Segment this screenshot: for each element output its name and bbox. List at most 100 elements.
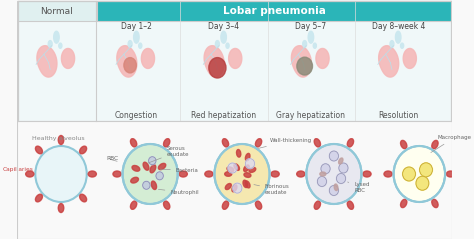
- Ellipse shape: [225, 172, 232, 176]
- Ellipse shape: [432, 199, 438, 208]
- Text: Healthy alveolus: Healthy alveolus: [32, 136, 84, 141]
- Ellipse shape: [222, 139, 228, 147]
- Ellipse shape: [303, 41, 307, 47]
- FancyBboxPatch shape: [18, 1, 451, 121]
- Ellipse shape: [255, 201, 262, 209]
- Ellipse shape: [26, 171, 34, 177]
- Circle shape: [156, 172, 164, 180]
- Circle shape: [233, 183, 242, 193]
- Circle shape: [246, 159, 255, 169]
- Ellipse shape: [432, 140, 438, 149]
- Ellipse shape: [297, 171, 305, 177]
- Ellipse shape: [313, 43, 316, 48]
- Ellipse shape: [80, 146, 87, 154]
- Text: Bacteria: Bacteria: [160, 168, 199, 173]
- Circle shape: [329, 151, 338, 161]
- Ellipse shape: [59, 43, 62, 48]
- Ellipse shape: [395, 31, 401, 43]
- Text: Neutrophil: Neutrophil: [158, 189, 199, 195]
- Polygon shape: [141, 49, 155, 68]
- Ellipse shape: [134, 31, 139, 43]
- Ellipse shape: [221, 31, 227, 43]
- Ellipse shape: [401, 140, 407, 149]
- Ellipse shape: [143, 162, 149, 170]
- Ellipse shape: [390, 41, 394, 47]
- Text: Fibrinous
exudate: Fibrinous exudate: [254, 184, 290, 195]
- Text: Macrophage: Macrophage: [431, 135, 472, 152]
- Ellipse shape: [243, 180, 247, 188]
- Text: Congestion: Congestion: [115, 110, 158, 120]
- Ellipse shape: [128, 41, 132, 47]
- Ellipse shape: [209, 58, 226, 78]
- Ellipse shape: [363, 171, 371, 177]
- Polygon shape: [292, 46, 311, 77]
- Polygon shape: [62, 49, 74, 68]
- Text: Lysed
RBC: Lysed RBC: [347, 182, 370, 193]
- Ellipse shape: [158, 163, 166, 170]
- Text: Lobar pneumonia: Lobar pneumonia: [223, 6, 326, 16]
- Ellipse shape: [447, 171, 455, 177]
- Ellipse shape: [244, 173, 251, 177]
- Circle shape: [318, 176, 327, 186]
- Ellipse shape: [225, 184, 231, 190]
- Ellipse shape: [130, 201, 137, 209]
- Polygon shape: [204, 46, 224, 77]
- Circle shape: [419, 163, 432, 177]
- Ellipse shape: [124, 58, 137, 73]
- Ellipse shape: [271, 171, 279, 177]
- Ellipse shape: [347, 201, 354, 209]
- Ellipse shape: [80, 194, 87, 202]
- Circle shape: [228, 163, 237, 173]
- Circle shape: [123, 144, 178, 204]
- Text: Gray hepatization: Gray hepatization: [276, 110, 346, 120]
- Bar: [17, 122, 452, 239]
- Polygon shape: [316, 49, 329, 68]
- Ellipse shape: [401, 43, 404, 48]
- Circle shape: [416, 176, 429, 190]
- Text: Resolution: Resolution: [378, 110, 419, 120]
- Circle shape: [321, 164, 330, 174]
- Ellipse shape: [58, 136, 64, 145]
- Circle shape: [339, 163, 348, 173]
- Ellipse shape: [245, 181, 250, 188]
- Text: Normal: Normal: [40, 6, 73, 16]
- Ellipse shape: [164, 139, 170, 147]
- Ellipse shape: [320, 172, 326, 176]
- Ellipse shape: [54, 31, 59, 43]
- Ellipse shape: [130, 139, 137, 147]
- Polygon shape: [379, 46, 399, 77]
- Ellipse shape: [58, 203, 64, 212]
- Ellipse shape: [347, 139, 354, 147]
- Text: Capillaries: Capillaries: [2, 167, 34, 172]
- Circle shape: [337, 174, 346, 184]
- Ellipse shape: [237, 150, 241, 157]
- Ellipse shape: [244, 165, 249, 172]
- Ellipse shape: [48, 41, 52, 47]
- Ellipse shape: [226, 43, 229, 48]
- Ellipse shape: [151, 181, 156, 190]
- Ellipse shape: [179, 171, 187, 177]
- Circle shape: [35, 146, 87, 202]
- FancyBboxPatch shape: [97, 1, 451, 21]
- Ellipse shape: [384, 171, 392, 177]
- Ellipse shape: [131, 177, 138, 183]
- Ellipse shape: [334, 184, 338, 190]
- Ellipse shape: [36, 146, 43, 154]
- Circle shape: [143, 181, 150, 189]
- Polygon shape: [117, 46, 137, 77]
- Text: Day 8–week 4: Day 8–week 4: [372, 22, 425, 31]
- Ellipse shape: [249, 167, 256, 172]
- Circle shape: [402, 167, 416, 181]
- Polygon shape: [403, 49, 416, 68]
- Ellipse shape: [338, 158, 343, 164]
- Text: Day 3–4: Day 3–4: [208, 22, 239, 31]
- Ellipse shape: [132, 165, 140, 171]
- Polygon shape: [228, 49, 242, 68]
- Polygon shape: [37, 46, 57, 77]
- FancyBboxPatch shape: [18, 1, 96, 21]
- Ellipse shape: [205, 171, 213, 177]
- Text: Serous
exudate: Serous exudate: [148, 146, 189, 163]
- Circle shape: [329, 185, 338, 196]
- Ellipse shape: [164, 201, 170, 209]
- Ellipse shape: [234, 164, 239, 170]
